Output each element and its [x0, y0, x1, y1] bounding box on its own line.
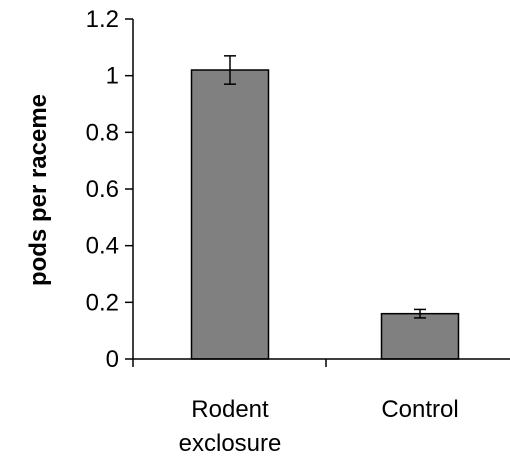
y-tick-label: 0.6: [86, 176, 119, 203]
y-axis-ticks: 0 0.2 0.4 0.6 0.8 1 1.2: [86, 6, 133, 373]
y-tick-label: 0.4: [86, 233, 119, 260]
error-bar-1: [414, 308, 426, 319]
bar-1: [380, 312, 460, 360]
y-tick-label: 1: [106, 63, 119, 90]
error-bar-0: [224, 55, 236, 85]
bars: [190, 69, 460, 360]
category-label: Control: [381, 396, 458, 423]
x-axis-labels: Rodent exclosure Control: [179, 396, 459, 457]
y-tick-label: 0.2: [86, 289, 119, 316]
bar-0: [190, 69, 270, 360]
axes: [132, 19, 510, 367]
error-bars: [224, 55, 426, 319]
category-label: Rodent exclosure: [179, 396, 282, 457]
y-tick-label: 0: [106, 346, 119, 373]
y-tick-label: 1.2: [86, 6, 119, 33]
y-tick-label: 0.8: [86, 119, 119, 146]
y-axis-title: pods per raceme: [25, 94, 52, 286]
